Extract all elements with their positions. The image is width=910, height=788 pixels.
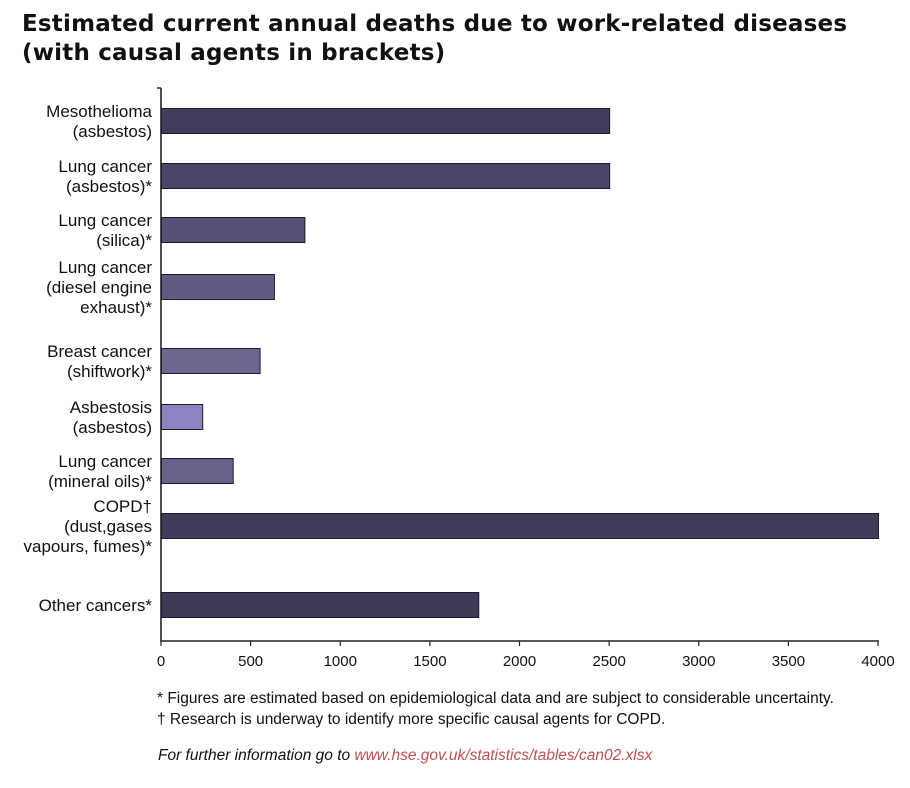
x-tick-label: 500 (238, 653, 263, 670)
x-tick-label: 2500 (592, 653, 625, 670)
x-tick-label: 3500 (772, 653, 805, 670)
bar (161, 592, 480, 618)
footnotes: * Figures are estimated based on epidemi… (157, 688, 834, 730)
bar (161, 217, 306, 243)
x-tick-label: 2000 (503, 653, 536, 670)
x-tick-label: 4000 (861, 653, 894, 670)
category-label-line: (mineral oils)* (48, 472, 152, 491)
more-info-prefix: For further information go to (158, 747, 355, 764)
category-label: COPD† (dust,gases vapours, fumes)* (24, 497, 153, 556)
category-labels: Mesothelioma (asbestos)Lung cancer (asbest… (24, 102, 153, 615)
category-label: Breast cancer (shiftwork)* (47, 342, 152, 381)
category-label-line: Other cancers* (39, 596, 153, 615)
category-label: Asbestosis (asbestos) (70, 398, 152, 437)
x-tick-label: 1000 (324, 653, 357, 670)
bar (161, 458, 234, 484)
category-label-line: vapours, fumes)* (24, 537, 153, 556)
category-label-line: Lung cancer (58, 211, 152, 230)
category-label-line: (silica)* (96, 231, 152, 250)
chart-title-line-2: (with causal agents in brackets) (22, 40, 446, 66)
category-label-line: Lung cancer (58, 258, 152, 277)
bars (161, 108, 879, 618)
category-label: Lung cancer (silica)* (58, 211, 152, 250)
bar (161, 163, 611, 189)
category-label-line: (asbestos) (73, 122, 152, 141)
category-label-line: Breast cancer (47, 342, 152, 361)
category-label-line: (asbestos) (73, 418, 152, 437)
bar-chart: Mesothelioma (asbestos)Lung cancer (asbest… (24, 87, 895, 670)
bar (161, 348, 261, 374)
category-label: Other cancers* (39, 596, 153, 615)
more-info: For further information go to www.hse.go… (158, 747, 652, 765)
category-label: Lung cancer (asbestos)* (58, 157, 152, 196)
category-label-line: Lung cancer (58, 452, 152, 471)
bar (161, 404, 204, 430)
x-tick-label: 0 (157, 653, 165, 670)
category-label-line: Mesothelioma (46, 102, 152, 121)
category-label-line: (shiftwork)* (67, 362, 152, 381)
chart-title-line-1: Estimated current annual deaths due to w… (22, 11, 848, 37)
x-tick-label: 1500 (413, 653, 446, 670)
category-label-line: (dust,gases (64, 517, 152, 536)
footnote-copd: † Research is underway to identify more … (157, 711, 666, 728)
category-label-line: Asbestosis (70, 398, 152, 417)
category-label-line: (asbestos)* (66, 177, 152, 196)
bar (161, 513, 879, 539)
bar (161, 108, 611, 134)
bar (161, 274, 275, 300)
category-label-line: (diesel engine (46, 278, 152, 297)
category-label-line: COPD† (93, 497, 152, 516)
category-label-line: Lung cancer (58, 157, 152, 176)
category-label: Mesothelioma (asbestos) (46, 102, 152, 141)
category-label: Lung cancer (diesel engine exhaust)* (46, 258, 152, 317)
source-link[interactable]: www.hse.gov.uk/statistics/tables/can02.x… (354, 747, 653, 764)
x-ticks: 0 500 1000 1500 2000 2500 3000 3500 4000 (157, 641, 895, 670)
category-label-line: exhaust)* (80, 298, 152, 317)
x-tick-label: 3000 (682, 653, 715, 670)
chart-title: Estimated current annual deaths due to w… (22, 10, 892, 68)
footnote-uncertainty: * Figures are estimated based on epidemi… (157, 690, 834, 707)
category-label: Lung cancer (mineral oils)* (48, 452, 152, 491)
